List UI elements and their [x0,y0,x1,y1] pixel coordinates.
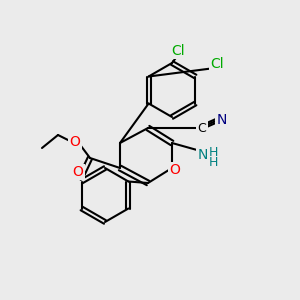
Text: Cl: Cl [210,57,224,71]
Text: O: O [169,163,180,177]
Text: N: N [198,148,208,162]
Text: O: O [73,165,83,179]
Text: C: C [198,122,206,134]
Text: Cl: Cl [171,44,185,58]
Text: N: N [217,113,227,127]
Text: H: H [209,146,218,160]
Text: H: H [209,157,218,169]
Text: O: O [70,135,80,149]
